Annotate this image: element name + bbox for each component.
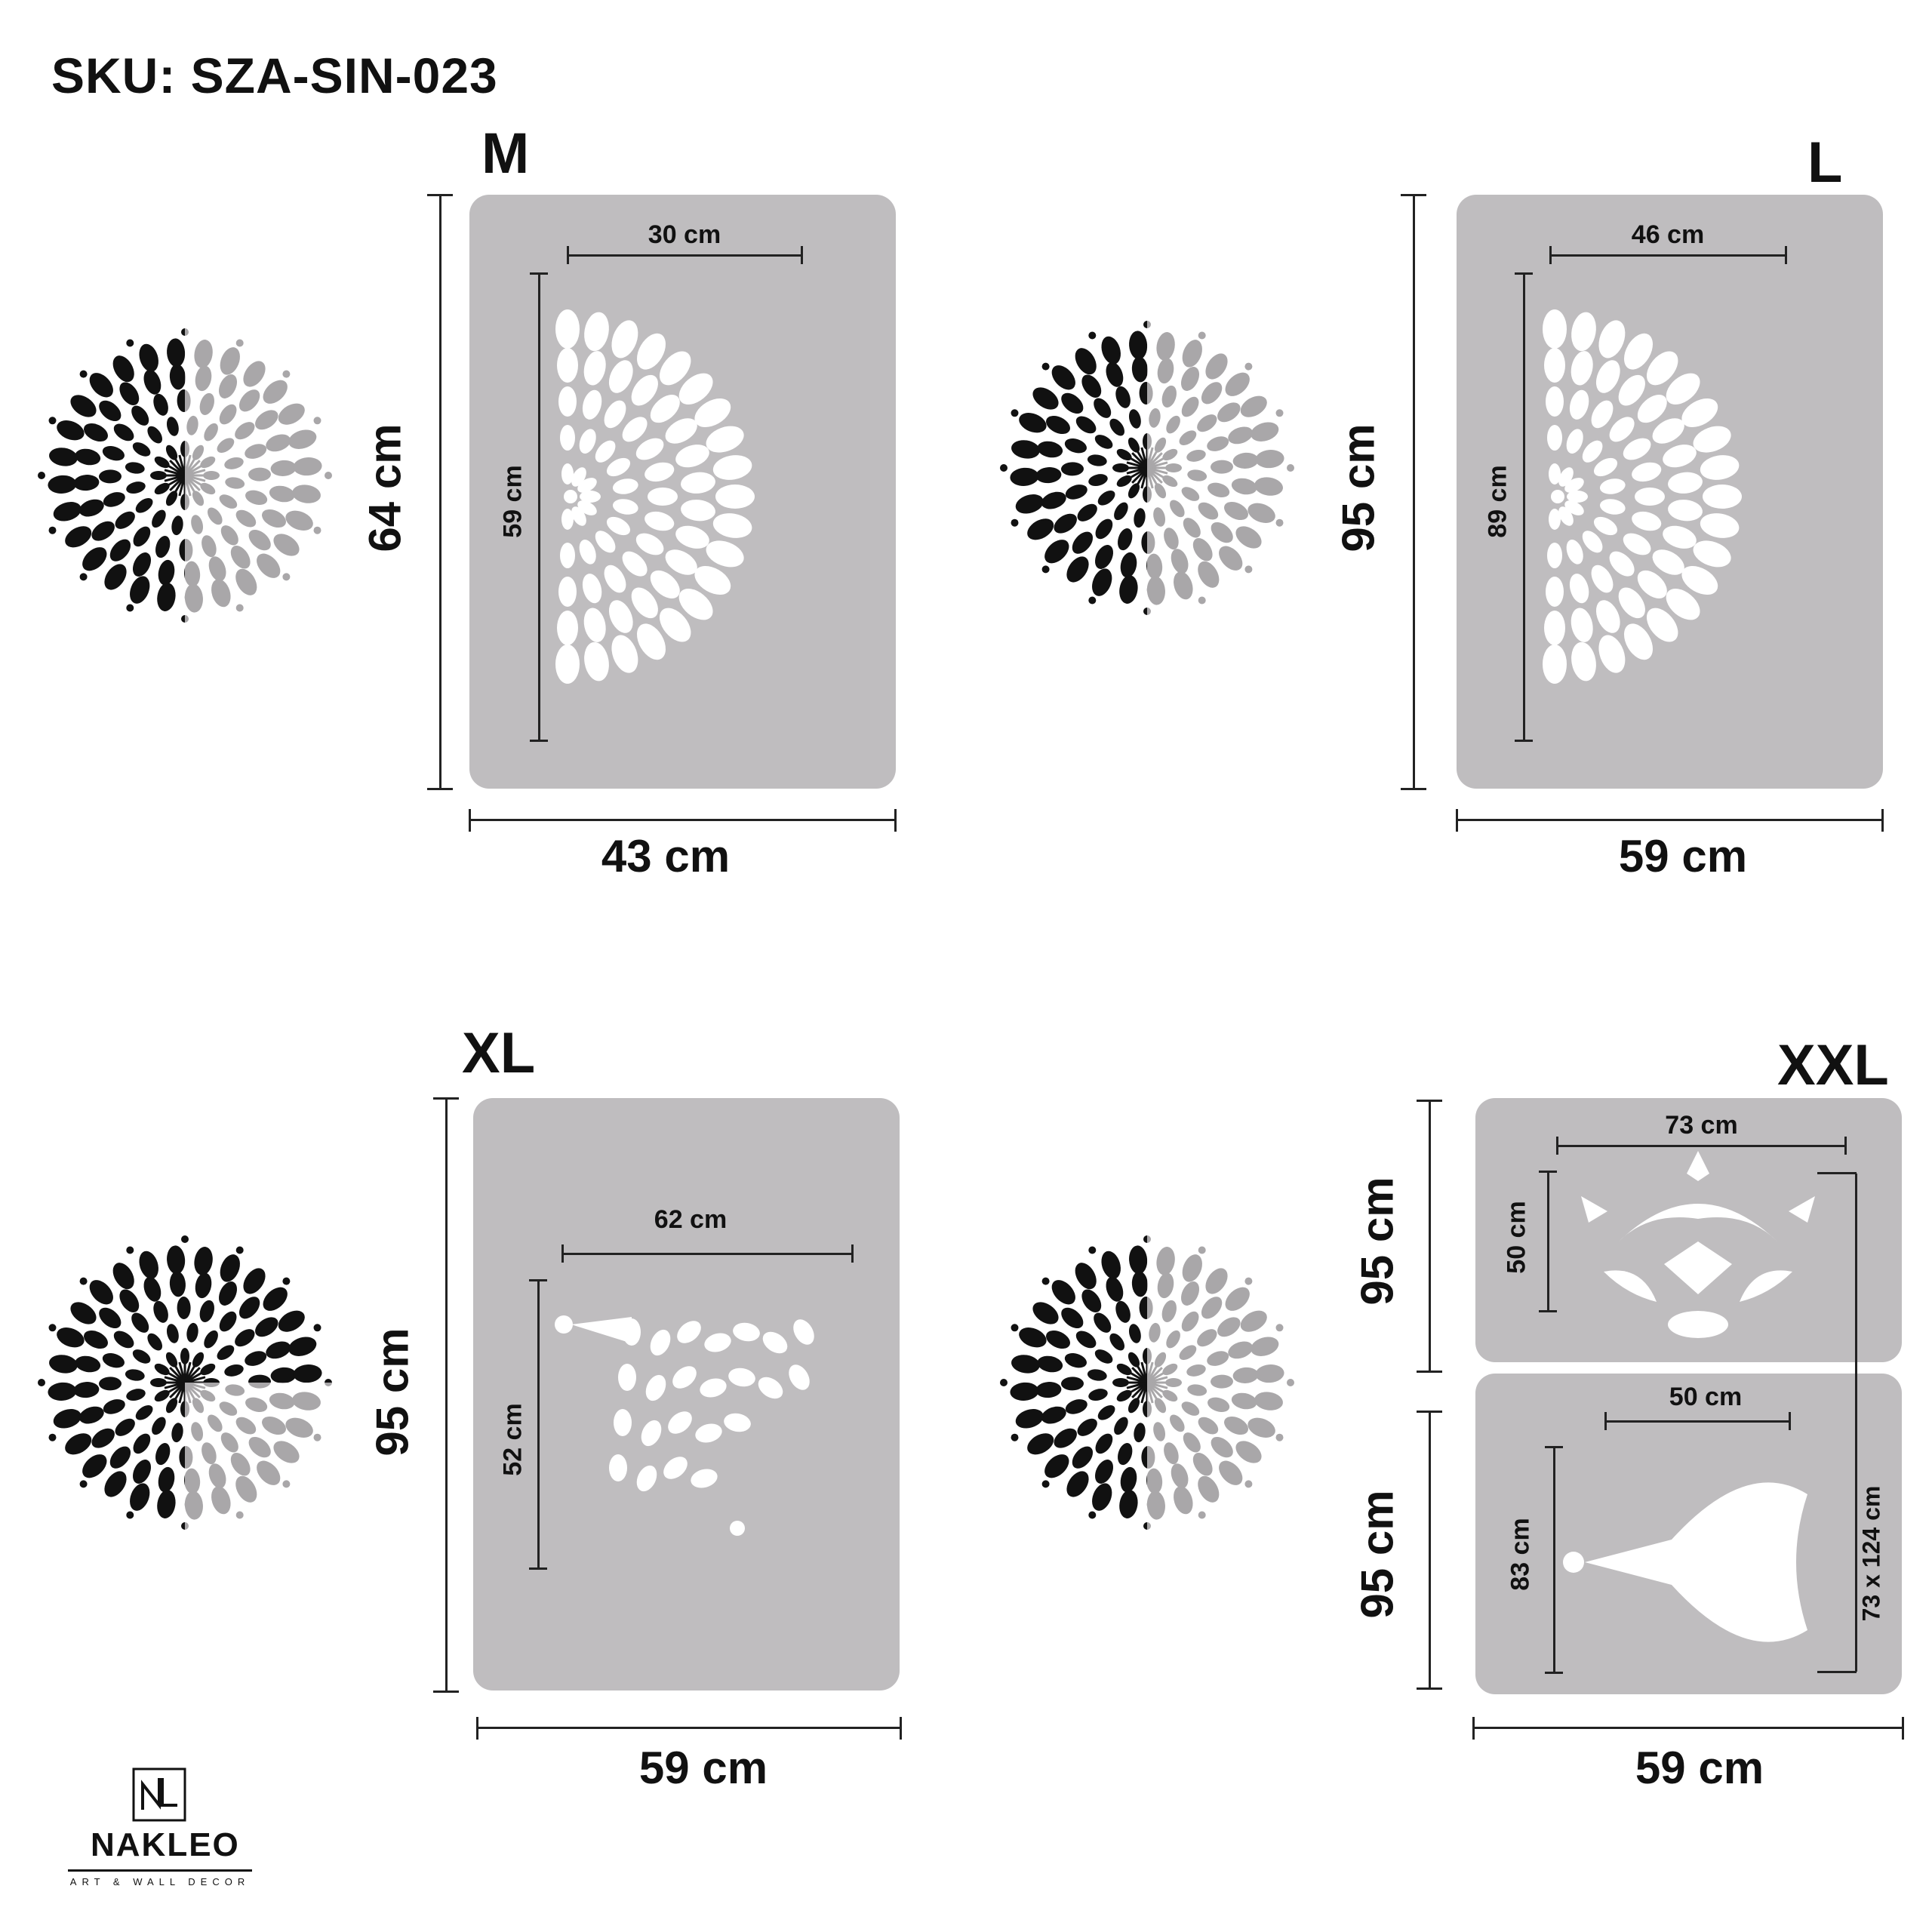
size-label-m: M	[481, 122, 530, 186]
mandala-preview-l	[1000, 317, 1298, 619]
panel-height-xxl-top: 95 cm	[1352, 1177, 1403, 1306]
panel-height-l: 95 cm	[1333, 423, 1384, 552]
panel-width-xl: 59 cm	[638, 1743, 768, 1793]
pattern-width-xxl-bottom: 50 cm	[1669, 1383, 1743, 1411]
size-label-l: L	[1807, 131, 1843, 195]
stencil-pattern-m	[555, 309, 755, 684]
mandala-preview-m	[38, 325, 336, 626]
pattern-width-l: 46 cm	[1631, 220, 1705, 249]
size-label-xxl: XXL	[1777, 1033, 1889, 1097]
pattern-width-m: 30 cm	[648, 220, 721, 249]
stencil-pattern-xl	[555, 1315, 814, 1536]
sku-label: SKU: SZA-SIN-023	[51, 48, 498, 103]
stencil-pattern-xxl-bottom	[1563, 1482, 1807, 1642]
stencil-panel-xxl-bottom	[1475, 1374, 1902, 1694]
brand-name: NAKLEO	[91, 1826, 240, 1863]
panel-width-l: 59 cm	[1618, 831, 1748, 881]
pattern-height-xxl-bottom: 83 cm	[1506, 1518, 1535, 1591]
stencil-pattern-l	[1543, 309, 1742, 684]
stencil-pattern-xxl-top	[1581, 1151, 1815, 1338]
stencil-panel-l	[1457, 195, 1883, 789]
stencil-panel-xl	[473, 1098, 900, 1690]
pattern-height-xxl-top: 50 cm	[1502, 1201, 1531, 1274]
panel-height-xl: 95 cm	[367, 1327, 418, 1457]
logo-mark-icon	[132, 1767, 186, 1822]
brand-tagline: ART & WALL DECOR	[69, 1876, 251, 1887]
size-label-xl: XL	[462, 1021, 536, 1085]
pattern-height-l: 89 cm	[1483, 465, 1512, 538]
total-pattern-xxl: 73 x 124 cm	[1857, 1485, 1885, 1622]
pattern-height-m: 59 cm	[498, 465, 528, 538]
pattern-width-xxl-top: 73 cm	[1665, 1111, 1738, 1140]
panel-height-m: 64 cm	[359, 423, 411, 552]
panel-width-xxl: 59 cm	[1635, 1743, 1764, 1793]
pattern-width-xl: 62 cm	[654, 1205, 728, 1234]
panel-height-xxl-bottom: 95 cm	[1352, 1490, 1403, 1619]
stencil-panel-xxl-top	[1475, 1098, 1902, 1362]
mandala-preview-xxl	[1000, 1232, 1298, 1534]
stencil-panel-m	[469, 195, 896, 789]
panel-width-m: 43 cm	[601, 831, 731, 881]
mandala-preview-xl	[38, 1235, 336, 1534]
pattern-height-xl: 52 cm	[498, 1403, 528, 1476]
